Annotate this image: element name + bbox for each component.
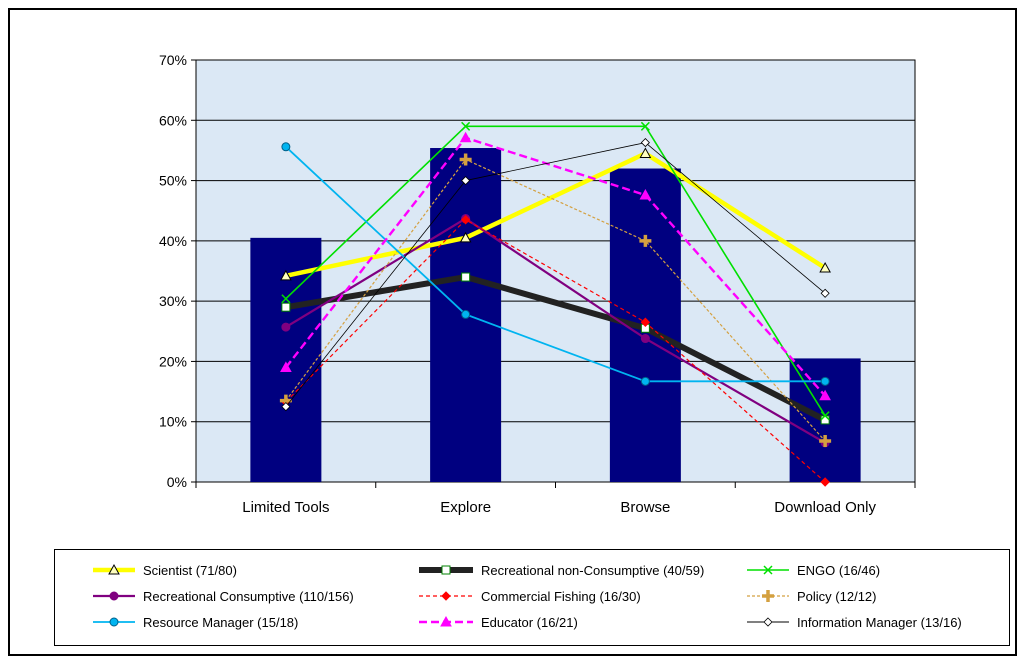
series-point xyxy=(281,402,291,412)
series-point xyxy=(459,231,472,243)
legend-swatch xyxy=(93,563,135,575)
legend-marker xyxy=(108,563,120,575)
y-tick-label: 60% xyxy=(159,112,187,128)
legend-item: Scientist (71/80) xyxy=(91,560,237,580)
series-point xyxy=(461,176,471,186)
series-line xyxy=(285,217,826,444)
legend-label: Recreational Consumptive (110/156) xyxy=(143,588,354,604)
legend-item: ENGO (16/46) xyxy=(745,560,880,580)
y-tick-label: 10% xyxy=(159,414,187,430)
y-tick-label: 40% xyxy=(159,233,187,249)
series-point xyxy=(820,415,830,425)
legend-label: Resource Manager (15/18) xyxy=(143,614,299,630)
legend-marker xyxy=(109,591,119,601)
legend-item: Educator (16/21) xyxy=(417,612,578,632)
series-1 xyxy=(281,272,830,425)
series-point xyxy=(640,334,650,344)
legend-item: Resource Manager (15/18) xyxy=(91,612,298,632)
legend-item: Information Manager (13/16) xyxy=(745,612,962,632)
legend-swatch xyxy=(747,565,789,575)
series-point xyxy=(459,131,472,143)
legend-marker xyxy=(763,565,773,575)
y-tick-label: 0% xyxy=(167,474,187,490)
series-point xyxy=(281,322,291,332)
series-point xyxy=(639,189,652,200)
x-tick-label: Download Only xyxy=(774,499,876,516)
series-0 xyxy=(280,147,831,281)
legend-swatch xyxy=(419,565,473,575)
legend-item: Recreational non-Consumptive (40/59) xyxy=(417,560,704,580)
legend-swatch xyxy=(93,617,135,627)
series-point xyxy=(640,376,650,386)
series-point xyxy=(281,294,291,304)
series-point xyxy=(819,389,831,401)
y-tick-label: 70% xyxy=(159,52,187,68)
series-point xyxy=(820,376,830,386)
legend: Scientist (71/80) Recreational non-Consum… xyxy=(54,549,1010,646)
series-point xyxy=(461,309,471,319)
legend-label: ENGO (16/46) xyxy=(797,562,881,578)
series-point xyxy=(461,121,471,131)
legend-label: Recreational non-Consumptive (40/59) xyxy=(481,562,705,578)
legend-marker xyxy=(441,565,451,575)
series-line xyxy=(285,158,826,442)
legend-label: Commercial Fishing (16/30) xyxy=(481,588,641,604)
series-point xyxy=(281,302,291,312)
series-8 xyxy=(281,138,830,412)
y-tick-label: 50% xyxy=(159,173,187,189)
legend-marker xyxy=(441,591,451,601)
series-point xyxy=(639,234,652,247)
y-tick-label: 20% xyxy=(159,353,187,369)
series-line xyxy=(285,125,826,417)
legend-swatch xyxy=(747,617,789,627)
series-point xyxy=(639,147,652,158)
legend-swatch xyxy=(93,591,135,601)
series-line xyxy=(285,142,826,407)
legend-label: Information Manager (13/16) xyxy=(797,614,962,630)
legend-marker xyxy=(763,617,773,627)
legend-item: Commercial Fishing (16/30) xyxy=(417,586,641,606)
legend-item: Policy (12/12) xyxy=(745,586,876,606)
series-point xyxy=(281,142,291,152)
series-point xyxy=(459,153,472,166)
legend-swatch xyxy=(419,591,473,601)
x-tick-label: Explore xyxy=(440,499,491,516)
series-line xyxy=(285,151,827,279)
legend-marker xyxy=(440,615,452,627)
legend-marker xyxy=(762,590,774,602)
x-tick-label: Browse xyxy=(620,499,670,516)
legend-label: Scientist (71/80) xyxy=(143,562,237,578)
series-point xyxy=(820,411,830,421)
series-2 xyxy=(281,121,830,421)
series-point xyxy=(461,272,471,282)
legend-label: Educator (16/21) xyxy=(481,614,578,630)
series-point xyxy=(280,269,292,281)
series-point xyxy=(460,215,471,225)
legend-swatch xyxy=(747,590,789,602)
series-point xyxy=(640,317,651,327)
series-line xyxy=(285,146,826,383)
series-point xyxy=(640,121,650,131)
series-line xyxy=(285,274,827,423)
legend-swatch xyxy=(419,615,473,627)
legend-item: Recreational Consumptive (110/156) xyxy=(91,586,354,606)
legend-marker xyxy=(109,617,119,627)
series-7 xyxy=(280,131,831,401)
x-tick-label: Limited Tools xyxy=(242,499,329,516)
series-point xyxy=(280,361,292,372)
chart-svg: 0% 10% 20% 30% 40% 50% 60% 70% Limited Tools Expl… xyxy=(159,52,916,516)
series-point xyxy=(820,288,830,298)
series-point xyxy=(820,477,830,487)
series-point xyxy=(640,138,650,148)
series-line xyxy=(285,219,826,483)
series-point xyxy=(819,261,831,273)
series-6 xyxy=(281,142,830,386)
series-line xyxy=(284,136,827,397)
chart-frame: 0% 10% 20% 30% 40% 50% 60% 70% Limited Tools Expl… xyxy=(8,8,1017,656)
legend-label: Policy (12/12) xyxy=(797,588,877,604)
series-point xyxy=(819,435,832,448)
y-tick-label: 30% xyxy=(159,293,187,309)
